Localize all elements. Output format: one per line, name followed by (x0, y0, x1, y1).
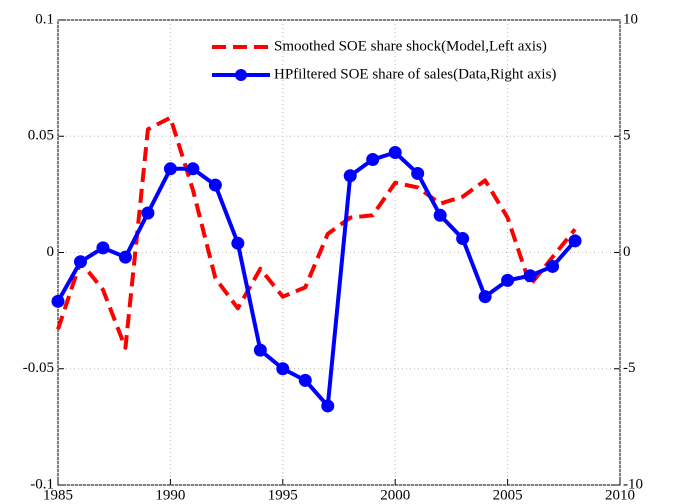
series-marker (231, 236, 245, 250)
series-marker (118, 250, 132, 264)
x-tick-label: 2000 (380, 487, 410, 503)
legend-marker (235, 69, 247, 81)
y-tick-label: 0 (47, 244, 55, 260)
y-tick-label: 0.05 (28, 128, 54, 144)
legend-label: Smoothed SOE share shock(Model,Left axis… (274, 38, 547, 54)
series-marker (163, 162, 177, 176)
y-tick-label: -0.1 (30, 476, 54, 492)
series-marker (253, 343, 267, 357)
y2-tick-label: -10 (623, 476, 643, 492)
x-tick-label: 2005 (493, 487, 523, 503)
y2-tick-label: 0 (623, 244, 631, 260)
series-marker (141, 206, 155, 220)
x-tick-label: 2010 (605, 487, 635, 503)
series-marker (343, 169, 357, 183)
series-marker (51, 294, 65, 308)
series-marker (501, 273, 515, 287)
y2-tick-label: -5 (623, 360, 636, 376)
series-marker (388, 146, 402, 160)
series-marker (433, 208, 447, 222)
series-marker (366, 153, 380, 166)
y2-tick-label: 10 (623, 11, 638, 27)
series-marker (298, 373, 312, 387)
series-marker (321, 399, 335, 413)
series-marker (186, 162, 200, 176)
y-tick-label: 0.1 (35, 11, 54, 27)
series-marker (568, 234, 582, 248)
series-line (56, 150, 577, 408)
series-marker (546, 259, 560, 273)
series-marker (456, 232, 470, 246)
series-marker (523, 269, 537, 283)
series-marker (276, 362, 290, 376)
series-marker (73, 255, 87, 269)
series-line (56, 115, 577, 350)
series-marker (478, 290, 492, 304)
x-tick-label: 1985 (43, 487, 73, 503)
series-marker (96, 241, 110, 255)
legend-label: HPfiltered SOE share of sales(Data,Right… (274, 66, 556, 82)
series-marker (208, 178, 222, 192)
x-tick-label: 1995 (268, 487, 298, 503)
series-marker (411, 166, 425, 180)
x-tick-label: 1990 (155, 487, 185, 503)
y-tick-label: -0.05 (23, 360, 54, 376)
y2-tick-label: 5 (623, 128, 631, 144)
